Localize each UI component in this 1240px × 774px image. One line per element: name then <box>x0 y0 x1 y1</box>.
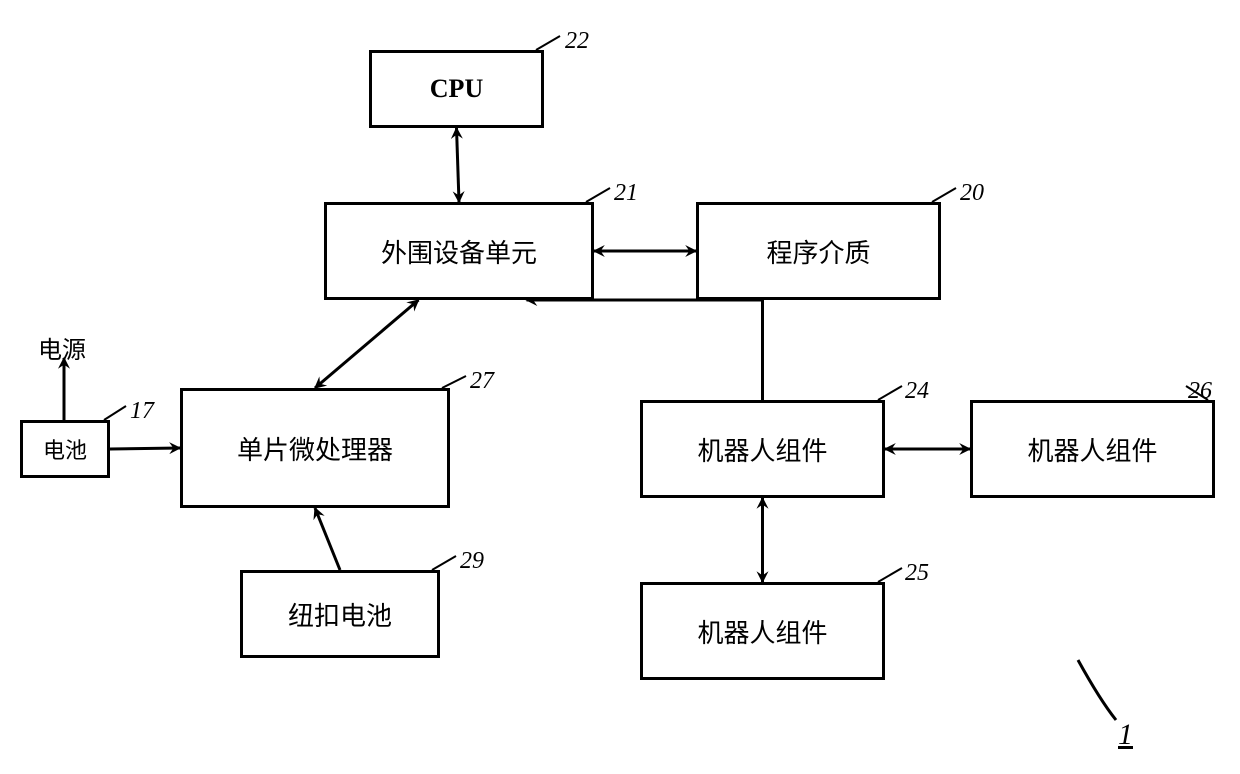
node-periph: 外围设备单元 <box>324 202 594 300</box>
node-cpu: CPU <box>369 50 544 128</box>
refnum-robot25: 25 <box>905 560 929 587</box>
node-battery: 电池 <box>20 420 110 478</box>
node-program-label: 程序介质 <box>766 233 870 270</box>
edge-robot24-periph <box>527 300 763 400</box>
refnum-program: 20 <box>960 180 984 207</box>
label-figure: 1 <box>1118 718 1133 752</box>
node-button-label: 纽扣电池 <box>288 596 392 633</box>
edge-button-mcu <box>315 508 340 570</box>
node-robot25: 机器人组件 <box>640 582 885 680</box>
node-mcu: 单片微处理器 <box>180 388 450 508</box>
refnum-cpu: 22 <box>565 28 589 55</box>
node-robot24: 机器人组件 <box>640 400 885 498</box>
node-robot24-label: 机器人组件 <box>697 431 827 468</box>
ref-tick-cpu <box>536 36 560 50</box>
edge-battery-mcu <box>110 448 180 449</box>
ref-tick-periph <box>586 188 610 202</box>
node-robot26: 机器人组件 <box>970 400 1215 498</box>
label-power: 电源 <box>38 330 86 365</box>
refnum-robot24: 24 <box>905 378 929 405</box>
ref-tick-robot25 <box>878 568 902 582</box>
ref-tick-mcu <box>442 376 466 388</box>
edges-layer <box>0 0 1240 774</box>
refnum-robot26: 26 <box>1188 378 1212 405</box>
refnum-button: 29 <box>460 548 484 575</box>
node-robot26-label: 机器人组件 <box>1027 431 1157 468</box>
node-robot25-label: 机器人组件 <box>697 613 827 650</box>
node-program: 程序介质 <box>696 202 941 300</box>
node-mcu-label: 单片微处理器 <box>237 430 393 467</box>
edge-periph-mcu <box>315 300 419 388</box>
node-button: 纽扣电池 <box>240 570 440 658</box>
node-battery-label: 电池 <box>43 433 87 465</box>
ref-tick-robot24 <box>878 386 902 400</box>
refnum-battery: 17 <box>130 398 154 425</box>
figure-pointer <box>1078 660 1116 720</box>
ref-tick-program <box>932 188 956 202</box>
node-periph-label: 外围设备单元 <box>381 233 537 270</box>
ref-tick-button <box>432 556 456 570</box>
diagram-canvas: CPU外围设备单元程序介质电池单片微处理器机器人组件机器人组件纽扣电池机器人组件… <box>0 0 1240 774</box>
node-cpu-label: CPU <box>430 74 483 104</box>
edge-cpu-periph <box>457 128 460 202</box>
refnum-mcu: 27 <box>470 368 494 395</box>
ref-tick-battery <box>104 406 126 420</box>
refnum-periph: 21 <box>614 180 638 207</box>
